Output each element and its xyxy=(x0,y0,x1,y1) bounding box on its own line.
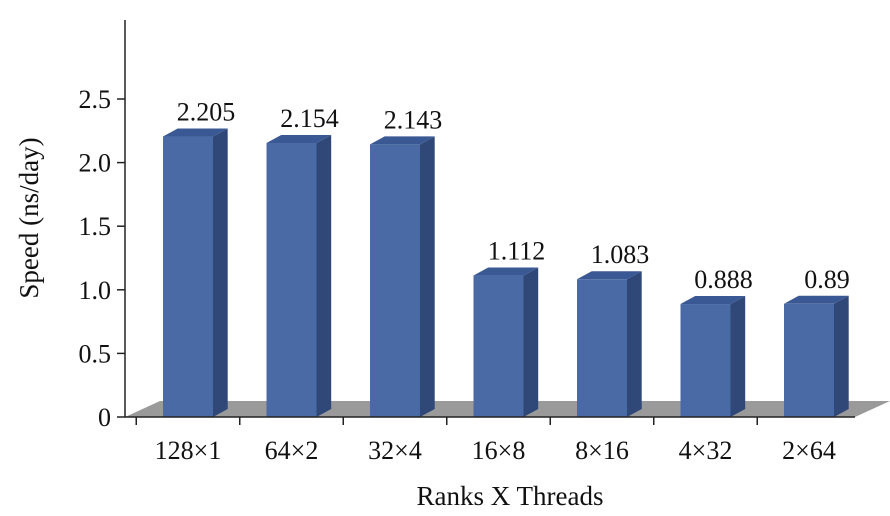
x-tick-label: 32×4 xyxy=(368,436,422,465)
x-tick-label: 128×1 xyxy=(155,436,222,465)
bar-front xyxy=(680,304,731,417)
bar-side xyxy=(627,271,642,417)
bar-front xyxy=(370,144,420,417)
y-tick-label: 0 xyxy=(98,403,111,432)
bar-side xyxy=(420,136,435,417)
bar-side xyxy=(213,128,228,418)
bar xyxy=(266,135,332,417)
x-tick-label: 16×8 xyxy=(472,436,526,465)
data-label: 2.143 xyxy=(384,105,443,134)
bar-top xyxy=(784,295,849,304)
bar xyxy=(370,136,435,417)
data-label: 2.154 xyxy=(280,104,339,133)
y-tick-label: 2.5 xyxy=(79,85,112,114)
bar-side xyxy=(834,295,849,417)
bar-front xyxy=(163,136,213,418)
bar-top xyxy=(473,267,539,276)
bar-front xyxy=(784,303,834,417)
bar-top xyxy=(577,271,642,280)
y-tick-label: 0.5 xyxy=(79,339,112,368)
bar-side xyxy=(730,296,746,417)
bar-top xyxy=(163,128,228,137)
x-tick-label: 8×16 xyxy=(575,436,629,465)
data-label: 0.89 xyxy=(804,265,850,294)
axes-layer xyxy=(117,20,855,425)
bar-top xyxy=(370,136,435,145)
bar-side xyxy=(316,135,332,417)
data-label: 0.888 xyxy=(694,265,753,294)
bar-top xyxy=(266,135,332,144)
x-tick-label: 2×64 xyxy=(782,436,836,465)
bar-top xyxy=(680,296,746,305)
x-tick-label: 64×2 xyxy=(265,436,319,465)
y-axis-title: Speed (ns/day) xyxy=(14,137,44,298)
x-axis-title: Ranks X Threads xyxy=(417,481,604,511)
bar xyxy=(473,267,539,417)
bars-layer xyxy=(163,128,849,418)
labels-layer: 0 0.5 1.0 1.5 2.0 2.5 2.205 128×1 2.154 64×2 2.143… xyxy=(79,85,850,465)
data-label: 1.112 xyxy=(488,237,546,266)
y-tick-label: 2.0 xyxy=(79,149,112,178)
x-tick-label: 4×32 xyxy=(679,436,733,465)
bar xyxy=(163,128,228,418)
y-tick-label: 1.5 xyxy=(79,212,112,241)
bar xyxy=(680,296,746,417)
data-label: 2.205 xyxy=(177,98,236,127)
bar-front xyxy=(577,279,627,417)
bar xyxy=(784,295,849,417)
data-label: 1.083 xyxy=(591,240,650,269)
bar-front xyxy=(473,275,524,417)
bar-front xyxy=(266,143,317,417)
y-tick-label: 1.0 xyxy=(79,276,112,305)
bar xyxy=(577,271,642,417)
bar-side xyxy=(523,267,539,417)
